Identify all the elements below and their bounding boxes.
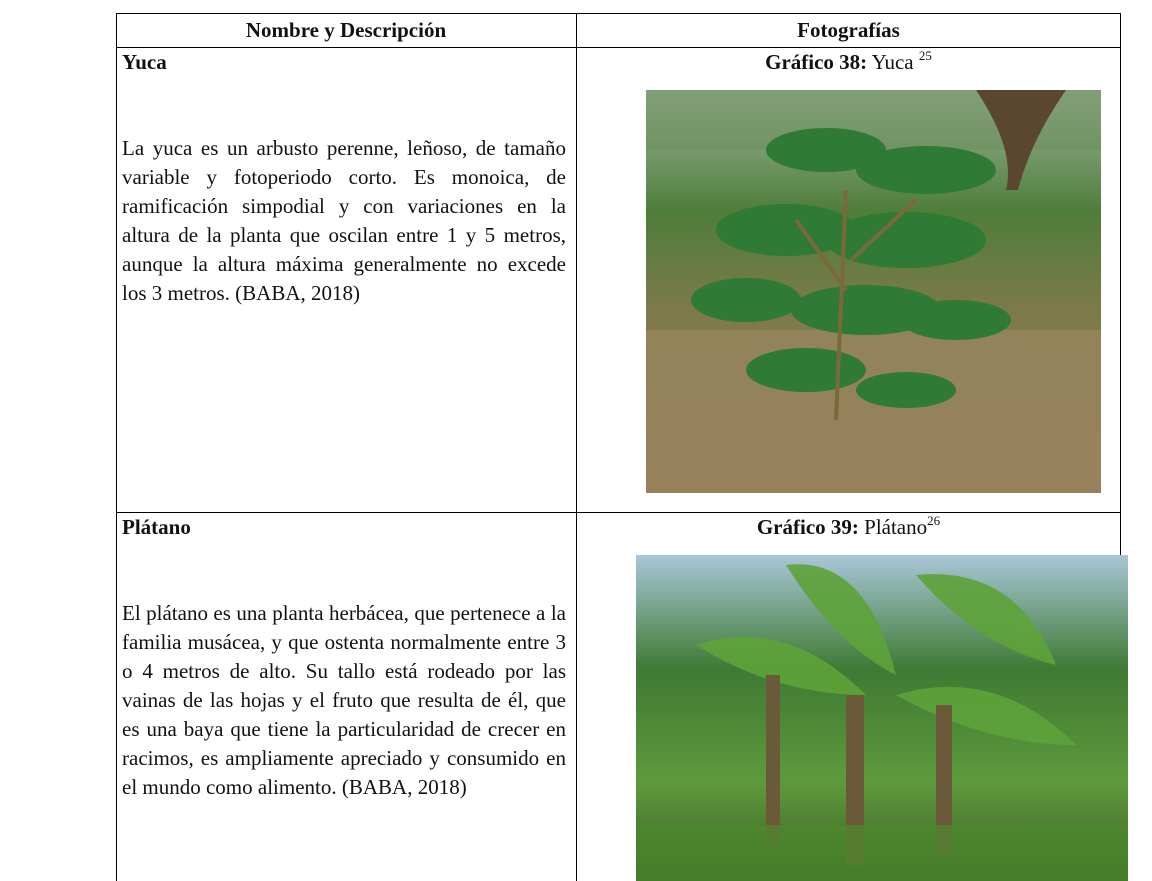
- table-border: [116, 47, 1121, 48]
- crop-name: Yuca: [122, 50, 167, 74]
- column-header: Nombre y Descripción: [245, 18, 447, 42]
- footnote-ref: 26: [927, 513, 941, 528]
- crop-description: La yuca es un arbusto perenne, leñoso, d…: [122, 136, 566, 305]
- table-border: [1120, 13, 1121, 881]
- figure-label: Gráfico 39:: [756, 515, 859, 539]
- table-border: [116, 13, 117, 881]
- figure-title: Yuca: [871, 50, 914, 74]
- crop-description: El plátano es una planta herbácea, que p…: [122, 601, 566, 799]
- table-border: [116, 13, 1121, 14]
- table-border: [116, 512, 1121, 513]
- photo-platano: [636, 555, 1128, 881]
- figure-caption: Gráfico 38: Yuca 25: [577, 48, 1120, 75]
- crop-name: Plátano: [122, 515, 191, 539]
- photo-yuca: [646, 90, 1101, 493]
- figure-label: Gráfico 38:: [765, 50, 868, 74]
- figure-caption: Gráfico 39: Plátano26: [577, 513, 1120, 540]
- table-border: [576, 13, 577, 881]
- footnote-ref: 25: [918, 48, 932, 63]
- figure-title: Plátano: [864, 515, 928, 539]
- column-header: Fotografías: [797, 18, 900, 42]
